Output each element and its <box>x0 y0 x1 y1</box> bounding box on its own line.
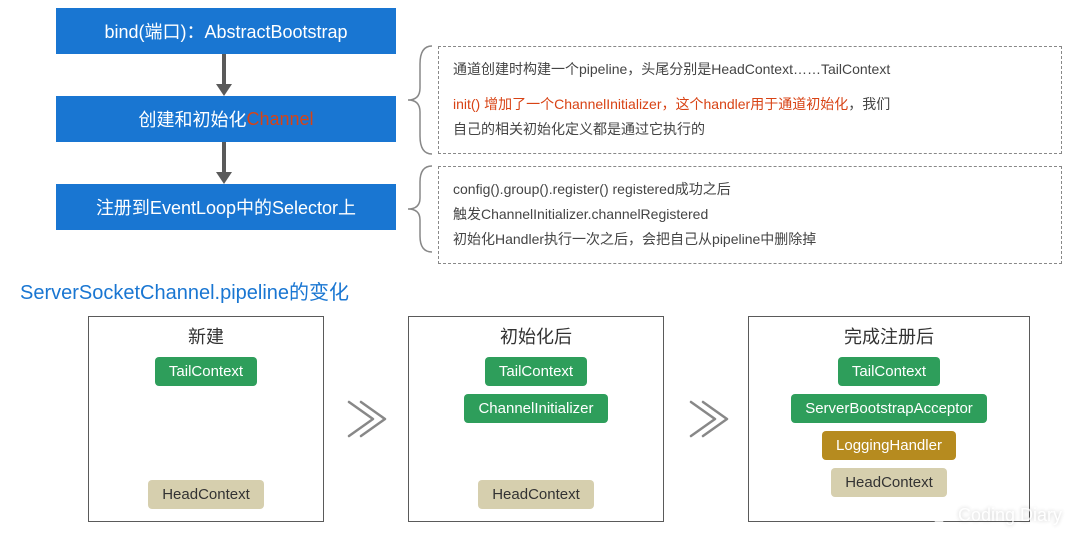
annotation-1-line1: 通道创建时构建一个pipeline，头尾分别是HeadContext……Tail… <box>453 57 1047 82</box>
ctx-box: ServerBootstrapAcceptor <box>791 394 987 423</box>
flow-step-1: bind(端口)：AbstractBootstrap <box>56 8 396 54</box>
brace-icon-2 <box>404 164 434 254</box>
panel-2-title: 初始化后 <box>500 323 572 349</box>
flow-step-2-highlight: Channel <box>246 109 313 130</box>
annotation-1-line2-tail: ，我们 <box>848 96 890 112</box>
brace-icon-1 <box>404 44 434 156</box>
flow-step-3: 注册到EventLoop中的Selector上 <box>56 184 396 230</box>
big-arrow-2 <box>680 394 736 444</box>
watermark-dots-icon <box>926 502 952 528</box>
annotation-2-line3: 初始化Handler执行一次之后，会把自己从pipeline中删除掉 <box>453 227 1047 252</box>
pipeline-panel-3: 完成注册后 TailContext ServerBootstrapAccepto… <box>748 316 1030 522</box>
ctx-box: ChannelInitializer <box>464 394 607 423</box>
ctx-box: HeadContext <box>148 480 264 509</box>
pipeline-panel-2: 初始化后 TailContext ChannelInitializer Head… <box>408 316 664 522</box>
flow-step-2: 创建和初始化 Channel <box>56 96 396 142</box>
ctx-box: TailContext <box>485 357 587 386</box>
panel-3-title: 完成注册后 <box>844 323 934 349</box>
annotation-1-line2: init() 增加了一个ChannelInitializer，这个handler… <box>453 92 1047 117</box>
annotation-box-2: config().group().register() registered成功… <box>438 166 1062 264</box>
panel-1-title: 新建 <box>188 323 224 349</box>
annotation-1-red: init() 增加了一个ChannelInitializer，这个handler… <box>453 96 848 112</box>
big-arrow-1 <box>338 394 394 444</box>
section-title-text: ServerSocketChannel.pipeline的变化 <box>20 282 349 304</box>
ctx-box: TailContext <box>155 357 257 386</box>
watermark: Coding Diary <box>926 502 1062 528</box>
annotation-box-1: 通道创建时构建一个pipeline，头尾分别是HeadContext……Tail… <box>438 46 1062 154</box>
annotation-2-line1: config().group().register() registered成功… <box>453 177 1047 202</box>
watermark-text: Coding Diary <box>958 505 1062 526</box>
annotation-2-line2: 触发ChannelInitializer.channelRegistered <box>453 202 1047 227</box>
flow-step-1-label: bind(端口)：AbstractBootstrap <box>104 18 347 44</box>
flow-step-2-prefix: 创建和初始化 <box>138 106 246 132</box>
annotation-1-line3: 自己的相关初始化定义都是通过它执行的 <box>453 117 1047 142</box>
pipeline-panel-1: 新建 TailContext HeadContext <box>88 316 324 522</box>
ctx-box: TailContext <box>838 357 940 386</box>
ctx-box: LoggingHandler <box>822 431 956 460</box>
section-title: ServerSocketChannel.pipeline的变化 <box>20 276 349 305</box>
ctx-box: HeadContext <box>478 480 594 509</box>
ctx-box: HeadContext <box>831 468 947 497</box>
flow-step-3-label: 注册到EventLoop中的Selector上 <box>96 194 356 220</box>
